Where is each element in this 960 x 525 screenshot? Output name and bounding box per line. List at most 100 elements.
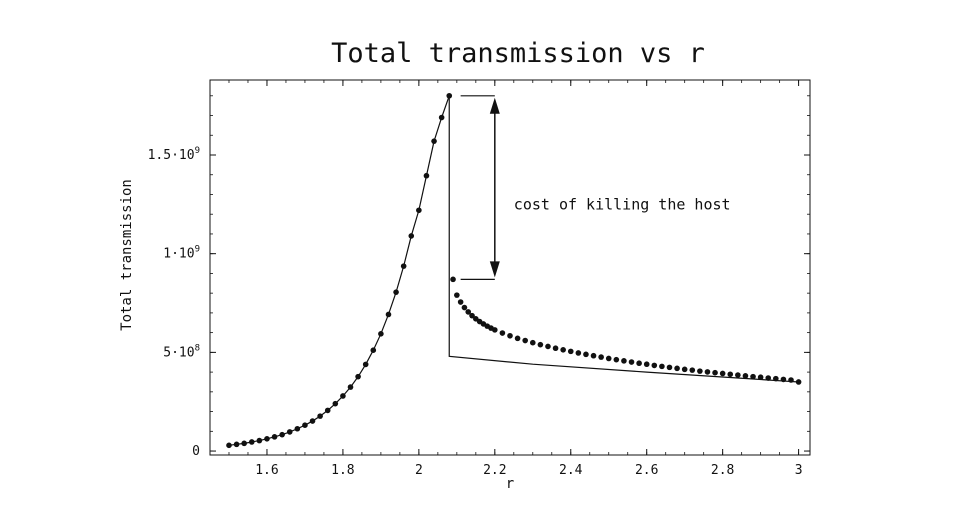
series-2-point [529, 339, 536, 346]
series-2-point [704, 369, 711, 375]
series-1-point [233, 441, 240, 448]
series-2-point [575, 350, 582, 356]
series-2-point [537, 341, 544, 348]
reference-line [448, 95, 799, 383]
series-2-point [742, 373, 749, 379]
x-tick-label: 1.6 [255, 463, 278, 478]
series-2-point [522, 337, 528, 344]
plot-layer: 1.6 1.8 2 2.2 2.4 2.6 2.8 3 0 5·108 1·109 1.5·109 co… [148, 79, 811, 478]
series-1-point [286, 429, 293, 435]
series-2-point [507, 332, 513, 339]
series-1-point [370, 347, 377, 353]
series-2-point [689, 367, 696, 373]
annotation-arrow-head-down [489, 261, 500, 278]
series-2-point [697, 368, 703, 374]
series-1-point [256, 437, 263, 444]
annotation-arrow-head-up [489, 97, 500, 114]
series-1-point [264, 436, 270, 442]
x-tick-label: 2.6 [635, 463, 658, 478]
series-1-point [355, 373, 361, 380]
series-2-point [621, 358, 627, 364]
series-1-point [226, 442, 232, 449]
series-1-point [271, 434, 278, 440]
series-1-point [431, 138, 437, 144]
series-2-point [780, 376, 787, 383]
series-2-point [598, 354, 604, 360]
series-1-line [228, 95, 450, 446]
series-2-point [795, 379, 802, 385]
series-1-point [362, 361, 369, 368]
series-1-point [438, 114, 445, 121]
annotation-label: cost of killing the host [514, 195, 731, 213]
series-1-point [400, 263, 407, 269]
series-2-point [499, 330, 506, 336]
series-1-point [241, 440, 247, 447]
series-1-point [317, 413, 323, 419]
series-1-point [385, 311, 392, 318]
series-1-point [423, 172, 430, 179]
x-tick-label: 2.4 [559, 463, 583, 478]
y-tick-label: 1.5·109 [148, 146, 200, 163]
series-2-point [719, 370, 726, 377]
series-1-point [347, 384, 354, 390]
series-2-point [613, 356, 620, 363]
series-2-point [457, 299, 464, 305]
series-2-point [628, 359, 635, 365]
series-1-point [309, 418, 316, 424]
series-2-point [773, 375, 779, 382]
x-tick-label: 2.2 [483, 463, 506, 478]
series-1-point [332, 400, 339, 407]
y-axis-label: Total transmission [119, 179, 135, 331]
series-2-point [681, 366, 688, 373]
series-1-point [408, 233, 415, 239]
x-tick-label: 1.8 [331, 463, 354, 478]
series-2-point [757, 374, 764, 381]
series-1-point [393, 289, 399, 295]
series-2-point [454, 292, 460, 298]
series-2-point [765, 375, 772, 381]
plot-frame [209, 79, 811, 456]
series-2-point [461, 304, 468, 311]
series-2-point [560, 347, 566, 353]
series-2-point [583, 351, 589, 358]
series-2-point [450, 276, 456, 283]
x-tick-label: 2.8 [711, 463, 734, 478]
chart-title: Total transmission vs r [331, 38, 705, 69]
series-1-point [279, 431, 285, 438]
series-2-point [712, 369, 718, 376]
series-1-point [416, 207, 422, 214]
series-2-point [605, 355, 612, 362]
series-2-point [674, 365, 680, 372]
series-2-point [659, 363, 665, 370]
series-2-point [651, 362, 658, 369]
series-2-point [469, 312, 475, 319]
x-tick-label: 2 [415, 463, 423, 478]
series-2-point [465, 309, 472, 315]
series-1-point [446, 92, 453, 99]
series-1-point [302, 422, 308, 428]
series-1-point [378, 331, 384, 337]
y-tick-label: 0 [192, 444, 200, 459]
x-axis-label: r [506, 476, 514, 492]
series-2-point [492, 327, 498, 333]
series-2-point [788, 377, 794, 383]
series-1-point [248, 439, 255, 445]
series-1-point [324, 407, 331, 414]
series-2-point [514, 335, 521, 342]
series-1-point [294, 425, 301, 432]
series-2-point [567, 348, 574, 355]
series-2-point [545, 343, 551, 350]
series-2-point [590, 352, 597, 359]
x-tick-label: 3 [795, 463, 803, 478]
series-2-point [750, 373, 756, 380]
y-tick-label: 5·108 [163, 343, 200, 360]
y-tick-label: 1·109 [163, 245, 200, 262]
series-1-point [340, 393, 346, 399]
series-2-point [636, 360, 642, 367]
series-2-point [666, 364, 673, 371]
series-2-point [552, 345, 559, 352]
series-2-point [643, 361, 650, 368]
series-2-point [727, 371, 734, 378]
